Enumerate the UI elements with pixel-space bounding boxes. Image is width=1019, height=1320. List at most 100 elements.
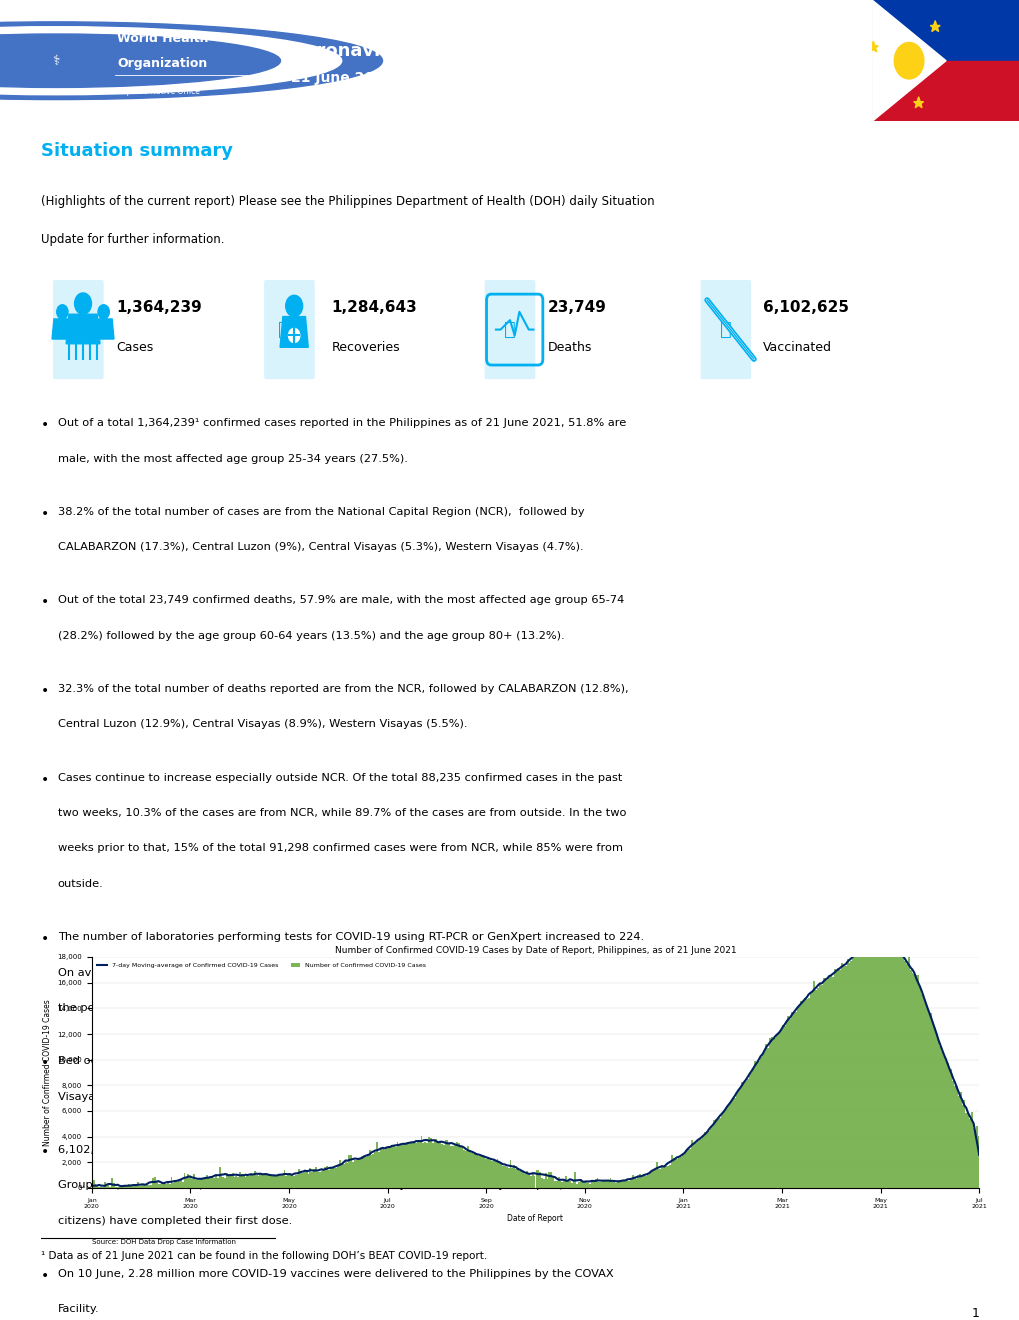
Bar xyxy=(396,1142,398,1188)
Bar xyxy=(510,1160,511,1188)
Bar xyxy=(120,1187,122,1188)
Bar xyxy=(279,1176,281,1188)
Bar xyxy=(157,1184,159,1188)
Bar xyxy=(857,953,859,1188)
Bar xyxy=(383,1150,385,1188)
Text: •: • xyxy=(42,507,50,521)
Circle shape xyxy=(0,22,382,99)
Bar xyxy=(165,1184,167,1188)
Bar xyxy=(372,1154,374,1188)
Bar xyxy=(337,1167,338,1188)
Bar xyxy=(163,1183,165,1188)
Text: 1,284,643: 1,284,643 xyxy=(331,300,417,315)
Bar xyxy=(231,1173,233,1188)
Bar xyxy=(868,945,870,1188)
Bar xyxy=(572,1181,574,1188)
Bar xyxy=(104,1183,106,1188)
Bar xyxy=(877,944,879,1188)
Bar xyxy=(369,1150,370,1188)
Polygon shape xyxy=(913,96,922,108)
Bar xyxy=(853,952,855,1188)
Bar xyxy=(764,1044,766,1188)
Bar xyxy=(701,1137,703,1188)
Bar xyxy=(530,1176,531,1188)
Bar xyxy=(389,1146,390,1188)
Bar xyxy=(770,1038,771,1188)
Bar xyxy=(531,1173,533,1188)
7-day Moving-average of Confirmed COVID-19 Cases xyxy=(363,1146,375,1162)
Legend: 7-day Moving-average of Confirmed COVID-19 Cases, Number of Confirmed COVID-19 C: 7-day Moving-average of Confirmed COVID-… xyxy=(95,960,428,970)
Bar xyxy=(970,1113,972,1188)
Bar xyxy=(723,1110,726,1188)
Bar xyxy=(805,999,807,1188)
Bar xyxy=(453,1144,455,1188)
Text: (Highlights of the current report) Please see the Philippines Department of Heal: (Highlights of the current report) Pleas… xyxy=(41,195,654,207)
Text: Representative Office: Representative Office xyxy=(117,87,200,95)
Bar xyxy=(735,1094,737,1188)
Bar xyxy=(964,1113,966,1188)
Bar xyxy=(315,1167,317,1188)
Bar xyxy=(900,952,902,1188)
Bar xyxy=(378,1152,379,1188)
Bar xyxy=(417,1140,419,1188)
Bar xyxy=(833,969,835,1188)
Bar xyxy=(320,1171,322,1188)
Bar xyxy=(290,1175,292,1188)
Text: 32.3% of the total number of deaths reported are from the NCR, followed by CALAB: 32.3% of the total number of deaths repo… xyxy=(58,684,628,694)
Bar xyxy=(535,1171,537,1188)
Text: for the Philippines: for the Philippines xyxy=(117,103,186,111)
Bar xyxy=(358,1159,359,1188)
Bar xyxy=(326,1166,328,1188)
X-axis label: Date of Report: Date of Report xyxy=(507,1214,562,1224)
Bar xyxy=(138,1183,139,1188)
Bar xyxy=(229,1173,231,1188)
Bar xyxy=(750,1073,752,1188)
Bar xyxy=(839,970,841,1188)
Bar xyxy=(712,1119,714,1188)
Bar xyxy=(524,1173,526,1188)
Bar xyxy=(862,952,864,1188)
Bar xyxy=(487,1156,489,1188)
Bar xyxy=(596,1179,598,1188)
Bar xyxy=(476,1155,478,1188)
Bar xyxy=(95,1184,97,1188)
Bar xyxy=(313,1170,315,1188)
Bar xyxy=(957,1096,959,1188)
Text: •: • xyxy=(42,418,50,432)
Bar xyxy=(224,1177,226,1188)
Bar xyxy=(631,1176,633,1188)
Bar xyxy=(601,1180,603,1188)
Bar xyxy=(905,965,907,1188)
Bar xyxy=(898,954,900,1188)
Bar xyxy=(91,1187,93,1188)
Bar xyxy=(911,973,913,1188)
Bar xyxy=(335,1168,337,1188)
Text: Vaccinated: Vaccinated xyxy=(762,342,832,354)
Bar xyxy=(505,1167,507,1188)
Bar xyxy=(455,1142,458,1188)
Bar xyxy=(711,1127,712,1188)
Bar xyxy=(707,1131,709,1188)
Title: Number of Confirmed COVID-19 Cases by Date of Report, Philippines, as of 21 June: Number of Confirmed COVID-19 Cases by Da… xyxy=(334,946,736,954)
Bar xyxy=(882,945,884,1188)
Bar xyxy=(689,1148,691,1188)
Bar xyxy=(168,1184,170,1188)
Bar xyxy=(694,1143,696,1188)
Bar xyxy=(483,1156,485,1188)
Bar xyxy=(759,1057,761,1188)
Bar xyxy=(812,981,814,1188)
Bar xyxy=(346,1163,348,1188)
Bar xyxy=(240,1175,243,1188)
Bar xyxy=(944,1059,946,1188)
Bar xyxy=(678,1158,680,1188)
Text: •: • xyxy=(42,595,50,610)
Bar xyxy=(340,1166,342,1188)
Bar xyxy=(526,1171,528,1188)
Bar xyxy=(350,1155,352,1188)
Circle shape xyxy=(894,42,923,79)
Bar xyxy=(961,1105,963,1188)
Bar xyxy=(208,1177,209,1188)
Bar xyxy=(653,1170,655,1188)
Bar xyxy=(893,949,894,1188)
Bar xyxy=(129,1187,131,1188)
